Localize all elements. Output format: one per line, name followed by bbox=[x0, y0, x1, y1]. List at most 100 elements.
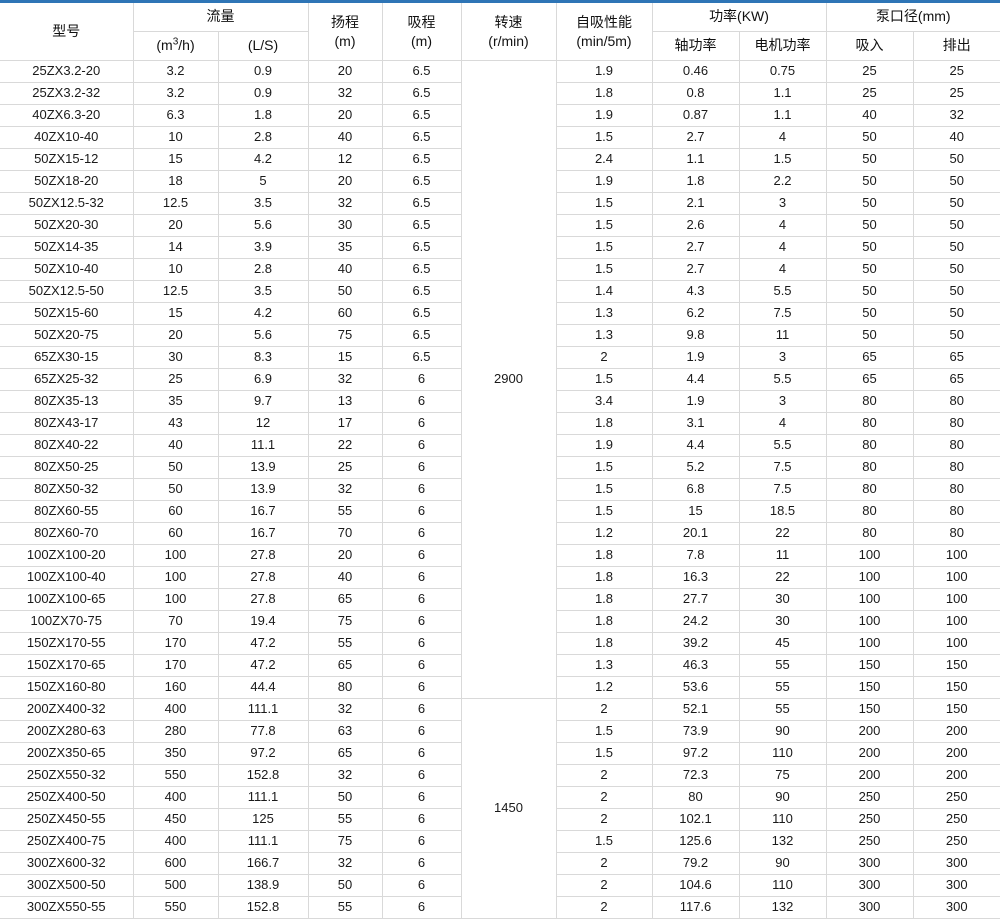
cell-inlet: 80 bbox=[825, 412, 914, 435]
cell-flow-ls: 111.1 bbox=[217, 786, 309, 809]
cell-inlet: 200 bbox=[825, 742, 914, 765]
cell-inlet: 100 bbox=[825, 632, 914, 655]
cell-self-priming: 1.5 bbox=[555, 192, 653, 215]
cell-model: 250ZX550-32 bbox=[0, 764, 134, 787]
cell-self-priming: 1.8 bbox=[555, 82, 653, 105]
table-row: 150ZX160-80 160 44.4 80 6 1.2 53.6 55 150 150 bbox=[0, 676, 1000, 699]
cell-shaft-power: 24.2 bbox=[651, 610, 740, 633]
cell-flow-ls: 27.8 bbox=[217, 566, 309, 589]
column-header-motor-power: 电机功率 bbox=[738, 31, 827, 61]
cell-motor-power: 90 bbox=[738, 852, 827, 875]
cell-outlet: 200 bbox=[912, 764, 1000, 787]
cell-motor-power: 22 bbox=[738, 522, 827, 545]
cell-motor-power: 90 bbox=[738, 786, 827, 809]
cell-model: 65ZX30-15 bbox=[0, 346, 134, 369]
cell-suction: 6 bbox=[381, 434, 462, 457]
cell-suction: 6 bbox=[381, 544, 462, 567]
cell-flow-m3h: 50 bbox=[132, 478, 219, 501]
cell-shaft-power: 73.9 bbox=[651, 720, 740, 743]
cell-motor-power: 4 bbox=[738, 214, 827, 237]
cell-outlet: 50 bbox=[912, 170, 1000, 193]
cell-motor-power: 45 bbox=[738, 632, 827, 655]
table-row: 250ZX400-50 400 111.1 50 6 2 80 90 250 250 bbox=[0, 786, 1000, 809]
cell-suction: 6 bbox=[381, 654, 462, 677]
cell-suction: 6.5 bbox=[381, 126, 462, 149]
cell-inlet: 50 bbox=[825, 302, 914, 325]
cell-head: 20 bbox=[307, 104, 383, 127]
column-header-self-priming-unit: (min/5m) bbox=[576, 32, 632, 49]
cell-inlet: 80 bbox=[825, 522, 914, 545]
cell-inlet: 100 bbox=[825, 566, 914, 589]
column-header-head-unit: (m) bbox=[334, 32, 356, 49]
cell-model: 100ZX100-65 bbox=[0, 588, 134, 611]
cell-self-priming: 1.9 bbox=[555, 60, 653, 83]
cell-inlet: 80 bbox=[825, 478, 914, 501]
cell-head: 65 bbox=[307, 654, 383, 677]
cell-model: 50ZX15-60 bbox=[0, 302, 134, 325]
cell-outlet: 50 bbox=[912, 302, 1000, 325]
header-row-top: 型号 流量 扬程 (m) 吸程 (m) 转速 (r/min) 自吸性能 (min… bbox=[0, 1, 1000, 61]
cell-inlet: 25 bbox=[825, 82, 914, 105]
cell-inlet: 300 bbox=[825, 874, 914, 897]
cell-suction: 6.5 bbox=[381, 258, 462, 281]
table-row: 80ZX35-13 35 9.7 13 6 3.4 1.9 3 80 80 bbox=[0, 390, 1000, 413]
cell-flow-m3h: 350 bbox=[132, 742, 219, 765]
table-row: 200ZX350-65 350 97.2 65 6 1.5 97.2 110 200 200 bbox=[0, 742, 1000, 765]
cell-flow-m3h: 10 bbox=[132, 126, 219, 149]
table-row: 50ZX14-35 14 3.9 35 6.5 1.5 2.7 4 50 50 bbox=[0, 236, 1000, 259]
cell-outlet: 80 bbox=[912, 478, 1000, 501]
cell-motor-power: 30 bbox=[738, 588, 827, 611]
cell-flow-ls: 1.8 bbox=[217, 104, 309, 127]
cell-suction: 6 bbox=[381, 566, 462, 589]
cell-model: 150ZX170-65 bbox=[0, 654, 134, 677]
cell-head: 20 bbox=[307, 60, 383, 83]
table-row: 200ZX280-63 280 77.8 63 6 1.5 73.9 90 200 200 bbox=[0, 720, 1000, 743]
cell-self-priming: 1.9 bbox=[555, 170, 653, 193]
cell-shaft-power: 0.87 bbox=[651, 104, 740, 127]
cell-inlet: 250 bbox=[825, 786, 914, 809]
cell-inlet: 200 bbox=[825, 764, 914, 787]
table-row: 50ZX20-30 20 5.6 30 6.5 1.5 2.6 4 50 50 bbox=[0, 214, 1000, 237]
cell-flow-m3h: 3.2 bbox=[132, 60, 219, 83]
cell-outlet: 50 bbox=[912, 258, 1000, 281]
cell-outlet: 80 bbox=[912, 500, 1000, 523]
cell-inlet: 50 bbox=[825, 214, 914, 237]
cell-shaft-power: 0.46 bbox=[651, 60, 740, 83]
table-row: 100ZX100-20 100 27.8 20 6 1.8 7.8 11 100 100 bbox=[0, 544, 1000, 567]
cell-inlet: 80 bbox=[825, 500, 914, 523]
cell-inlet: 50 bbox=[825, 280, 914, 303]
cell-self-priming: 1.8 bbox=[555, 632, 653, 655]
cell-outlet: 50 bbox=[912, 148, 1000, 171]
cell-flow-m3h: 600 bbox=[132, 852, 219, 875]
cell-self-priming: 1.5 bbox=[555, 126, 653, 149]
cell-model: 100ZX100-40 bbox=[0, 566, 134, 589]
cell-flow-m3h: 20 bbox=[132, 324, 219, 347]
cell-shaft-power: 0.8 bbox=[651, 82, 740, 105]
cell-outlet: 300 bbox=[912, 874, 1000, 897]
column-header-flow-m3h: (m3/h) bbox=[133, 31, 219, 61]
column-header-power-group: 功率(KW) bbox=[651, 1, 827, 32]
cell-suction: 6.5 bbox=[381, 346, 462, 369]
column-header-inlet: 吸入 bbox=[825, 31, 914, 61]
cell-shaft-power: 125.6 bbox=[651, 830, 740, 853]
cell-flow-ls: 11.1 bbox=[217, 434, 309, 457]
cell-shaft-power: 27.7 bbox=[651, 588, 740, 611]
cell-head: 32 bbox=[307, 368, 383, 391]
cell-flow-m3h: 100 bbox=[132, 544, 219, 567]
cell-speed: 1450 bbox=[460, 698, 557, 919]
cell-head: 75 bbox=[307, 610, 383, 633]
cell-motor-power: 7.5 bbox=[738, 456, 827, 479]
cell-outlet: 100 bbox=[912, 566, 1000, 589]
cell-flow-ls: 9.7 bbox=[217, 390, 309, 413]
cell-suction: 6 bbox=[381, 632, 462, 655]
cell-flow-m3h: 550 bbox=[132, 896, 219, 919]
cell-outlet: 250 bbox=[912, 830, 1000, 853]
cell-suction: 6 bbox=[381, 456, 462, 479]
cell-model: 80ZX35-13 bbox=[0, 390, 134, 413]
cell-model: 100ZX100-20 bbox=[0, 544, 134, 567]
cell-inlet: 65 bbox=[825, 346, 914, 369]
table-row: 250ZX400-75 400 111.1 75 6 1.5 125.6 132 250 250 bbox=[0, 830, 1000, 853]
cell-head: 40 bbox=[307, 566, 383, 589]
cell-shaft-power: 46.3 bbox=[651, 654, 740, 677]
cell-outlet: 25 bbox=[912, 82, 1000, 105]
